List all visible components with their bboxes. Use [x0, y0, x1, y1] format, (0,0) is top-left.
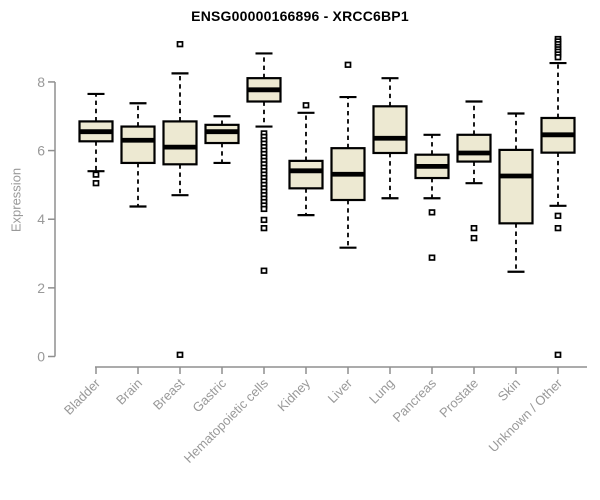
y-tick-label: 2 [37, 280, 45, 296]
y-axis: 0 2 4 6 8 [37, 74, 56, 365]
x-tick-label: Breast [150, 375, 187, 412]
boxplot-lung [372, 77, 408, 200]
outlier-point [554, 54, 562, 61]
iqr-box [120, 125, 156, 165]
boxplot-gastric [204, 115, 240, 165]
y-tick-label: 4 [37, 211, 45, 227]
outlier-point [176, 351, 184, 358]
outlier-point [554, 224, 562, 232]
outlier-point [260, 205, 268, 213]
boxplot-bladder [78, 92, 114, 187]
iqr-box [498, 148, 534, 225]
boxplot-breast [162, 41, 198, 358]
x-tick-label: Pancreas [390, 375, 440, 425]
boxplot-liver [330, 61, 366, 249]
boxplot-kidney [288, 102, 324, 217]
x-tick-label: Unknown / Other [486, 375, 566, 455]
boxplot-pancreas [414, 133, 450, 261]
x-tick-label: Lung [366, 376, 397, 407]
boxplot-skin [498, 112, 534, 273]
boxplot-unknown-other [540, 35, 576, 358]
outlier-point [302, 102, 310, 109]
boxplot-prostate [456, 100, 492, 242]
x-tick-label: Prostate [436, 376, 481, 421]
x-tick-label: Brain [113, 376, 145, 408]
outlier-point [260, 216, 268, 224]
x-tick-label: Kidney [274, 375, 313, 414]
outlier-point [428, 209, 436, 216]
outlier-point [176, 41, 184, 48]
boxplot-brain [120, 102, 156, 208]
outlier-point [554, 351, 562, 358]
x-tick-label: Skin [495, 376, 523, 404]
x-tick-label: Gastric [189, 375, 229, 415]
outlier-point [554, 212, 562, 219]
y-tick-label: 0 [37, 349, 45, 365]
iqr-box [456, 133, 492, 163]
chart-title: ENSG00000166896 - XRCC6BP1 [191, 8, 409, 24]
iqr-box [288, 159, 324, 190]
boxplot-hematopoietic-cells [246, 52, 282, 274]
outlier-point [92, 171, 100, 178]
outlier-point [92, 180, 100, 187]
iqr-box [372, 105, 408, 155]
outlier-point [344, 61, 352, 68]
x-tick-label: Bladder [61, 375, 104, 418]
y-tick-label: 8 [37, 74, 45, 90]
outlier-point [260, 224, 268, 232]
x-tick-label: Liver [325, 375, 356, 406]
outlier-point [470, 234, 478, 242]
outlier-point [470, 224, 478, 232]
outlier-point [260, 267, 268, 274]
iqr-box [162, 120, 198, 166]
outlier-point [428, 254, 436, 261]
y-tick-label: 6 [37, 143, 45, 159]
